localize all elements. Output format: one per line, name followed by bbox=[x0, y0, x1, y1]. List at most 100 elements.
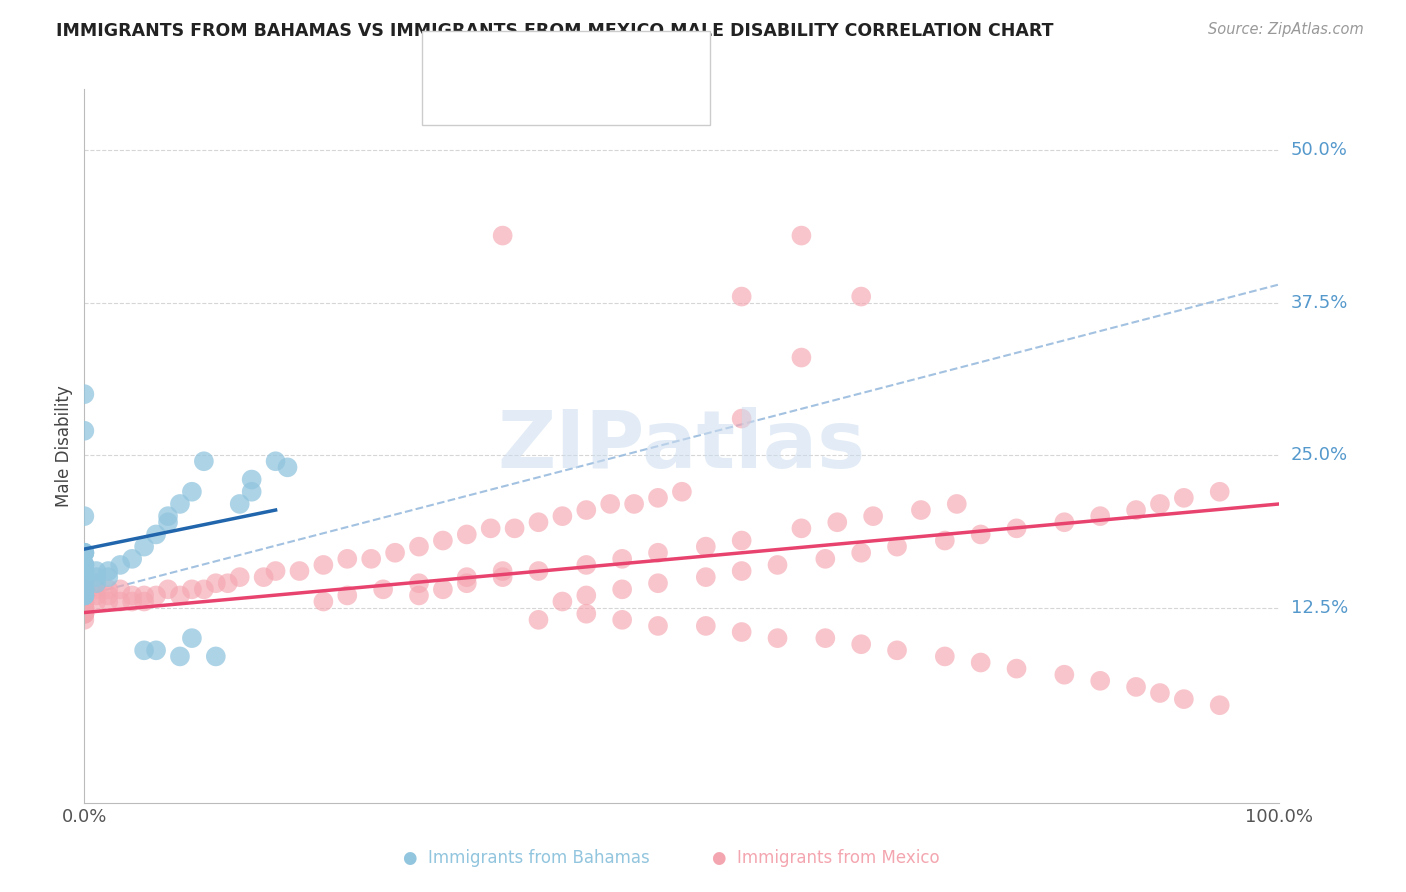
Point bbox=[647, 619, 669, 633]
Point bbox=[73, 570, 96, 584]
Point bbox=[86, 576, 108, 591]
Point bbox=[970, 527, 993, 541]
Point bbox=[73, 576, 96, 591]
Point bbox=[1005, 521, 1028, 535]
Point bbox=[157, 515, 180, 529]
Point bbox=[373, 582, 395, 597]
Point bbox=[73, 589, 96, 603]
Point bbox=[73, 564, 96, 578]
Point bbox=[623, 497, 645, 511]
Point bbox=[217, 576, 239, 591]
Point bbox=[551, 594, 574, 608]
Point bbox=[1005, 662, 1028, 676]
Point bbox=[110, 594, 132, 608]
Point bbox=[73, 564, 96, 578]
Point bbox=[1125, 680, 1147, 694]
Point bbox=[360, 551, 382, 566]
Point bbox=[145, 643, 167, 657]
Point bbox=[647, 491, 669, 505]
Point bbox=[1173, 692, 1195, 706]
Point bbox=[827, 515, 849, 529]
Point bbox=[86, 570, 108, 584]
Point bbox=[731, 625, 754, 640]
Point bbox=[527, 564, 550, 578]
Text: ●  Immigrants from Bahamas: ● Immigrants from Bahamas bbox=[404, 849, 650, 867]
Point bbox=[240, 484, 263, 499]
Point bbox=[157, 582, 180, 597]
Point bbox=[73, 607, 96, 621]
Point bbox=[934, 649, 956, 664]
Point bbox=[695, 570, 717, 584]
Point bbox=[240, 473, 263, 487]
Point bbox=[790, 521, 813, 535]
Text: R = 0.262   N = 124: R = 0.262 N = 124 bbox=[464, 94, 631, 112]
Point bbox=[73, 582, 96, 597]
Point bbox=[73, 582, 96, 597]
Point bbox=[1149, 497, 1171, 511]
Point bbox=[97, 589, 120, 603]
Point bbox=[575, 503, 598, 517]
Point bbox=[110, 558, 132, 572]
Point bbox=[1125, 503, 1147, 517]
Point bbox=[205, 649, 228, 664]
Point bbox=[73, 594, 96, 608]
Point bbox=[181, 631, 204, 645]
Point bbox=[336, 551, 359, 566]
Point bbox=[408, 540, 430, 554]
Point bbox=[73, 570, 96, 584]
Point bbox=[886, 540, 908, 554]
Point bbox=[1209, 698, 1232, 713]
Point bbox=[229, 570, 252, 584]
Text: R = 0.096   N =  53: R = 0.096 N = 53 bbox=[464, 51, 626, 69]
Point bbox=[1090, 509, 1112, 524]
Point bbox=[73, 387, 96, 401]
Point bbox=[731, 564, 754, 578]
Point bbox=[790, 351, 813, 365]
Point bbox=[612, 582, 634, 597]
Point bbox=[492, 570, 515, 584]
Point bbox=[432, 582, 454, 597]
Point bbox=[145, 527, 167, 541]
Point bbox=[73, 589, 96, 603]
Point bbox=[503, 521, 526, 535]
Text: Source: ZipAtlas.com: Source: ZipAtlas.com bbox=[1208, 22, 1364, 37]
Point bbox=[851, 546, 873, 560]
Point bbox=[110, 582, 132, 597]
Point bbox=[73, 558, 96, 572]
Point bbox=[169, 589, 191, 603]
Point bbox=[814, 631, 837, 645]
Point bbox=[73, 582, 96, 597]
Text: IMMIGRANTS FROM BAHAMAS VS IMMIGRANTS FROM MEXICO MALE DISABILITY CORRELATION CH: IMMIGRANTS FROM BAHAMAS VS IMMIGRANTS FR… bbox=[56, 22, 1053, 40]
Point bbox=[73, 589, 96, 603]
Point bbox=[862, 509, 884, 524]
Point bbox=[253, 570, 276, 584]
Point bbox=[851, 289, 873, 303]
Point bbox=[934, 533, 956, 548]
Point bbox=[169, 497, 191, 511]
Point bbox=[575, 589, 598, 603]
Point bbox=[73, 582, 96, 597]
Text: 37.5%: 37.5% bbox=[1291, 293, 1348, 311]
Point bbox=[612, 613, 634, 627]
Point bbox=[408, 576, 430, 591]
Point bbox=[492, 564, 515, 578]
Point bbox=[479, 521, 502, 535]
Point bbox=[73, 570, 96, 584]
Point bbox=[169, 649, 191, 664]
Point bbox=[73, 589, 96, 603]
Point bbox=[181, 582, 204, 597]
Point bbox=[97, 594, 120, 608]
Point bbox=[73, 600, 96, 615]
Point bbox=[277, 460, 299, 475]
Point bbox=[527, 515, 550, 529]
Point bbox=[73, 582, 96, 597]
Point bbox=[73, 570, 96, 584]
Point bbox=[73, 594, 96, 608]
Point bbox=[73, 589, 96, 603]
Point bbox=[86, 594, 108, 608]
Point bbox=[73, 558, 96, 572]
Point bbox=[121, 594, 143, 608]
Point bbox=[1090, 673, 1112, 688]
Point bbox=[73, 576, 96, 591]
Point bbox=[1053, 667, 1076, 681]
